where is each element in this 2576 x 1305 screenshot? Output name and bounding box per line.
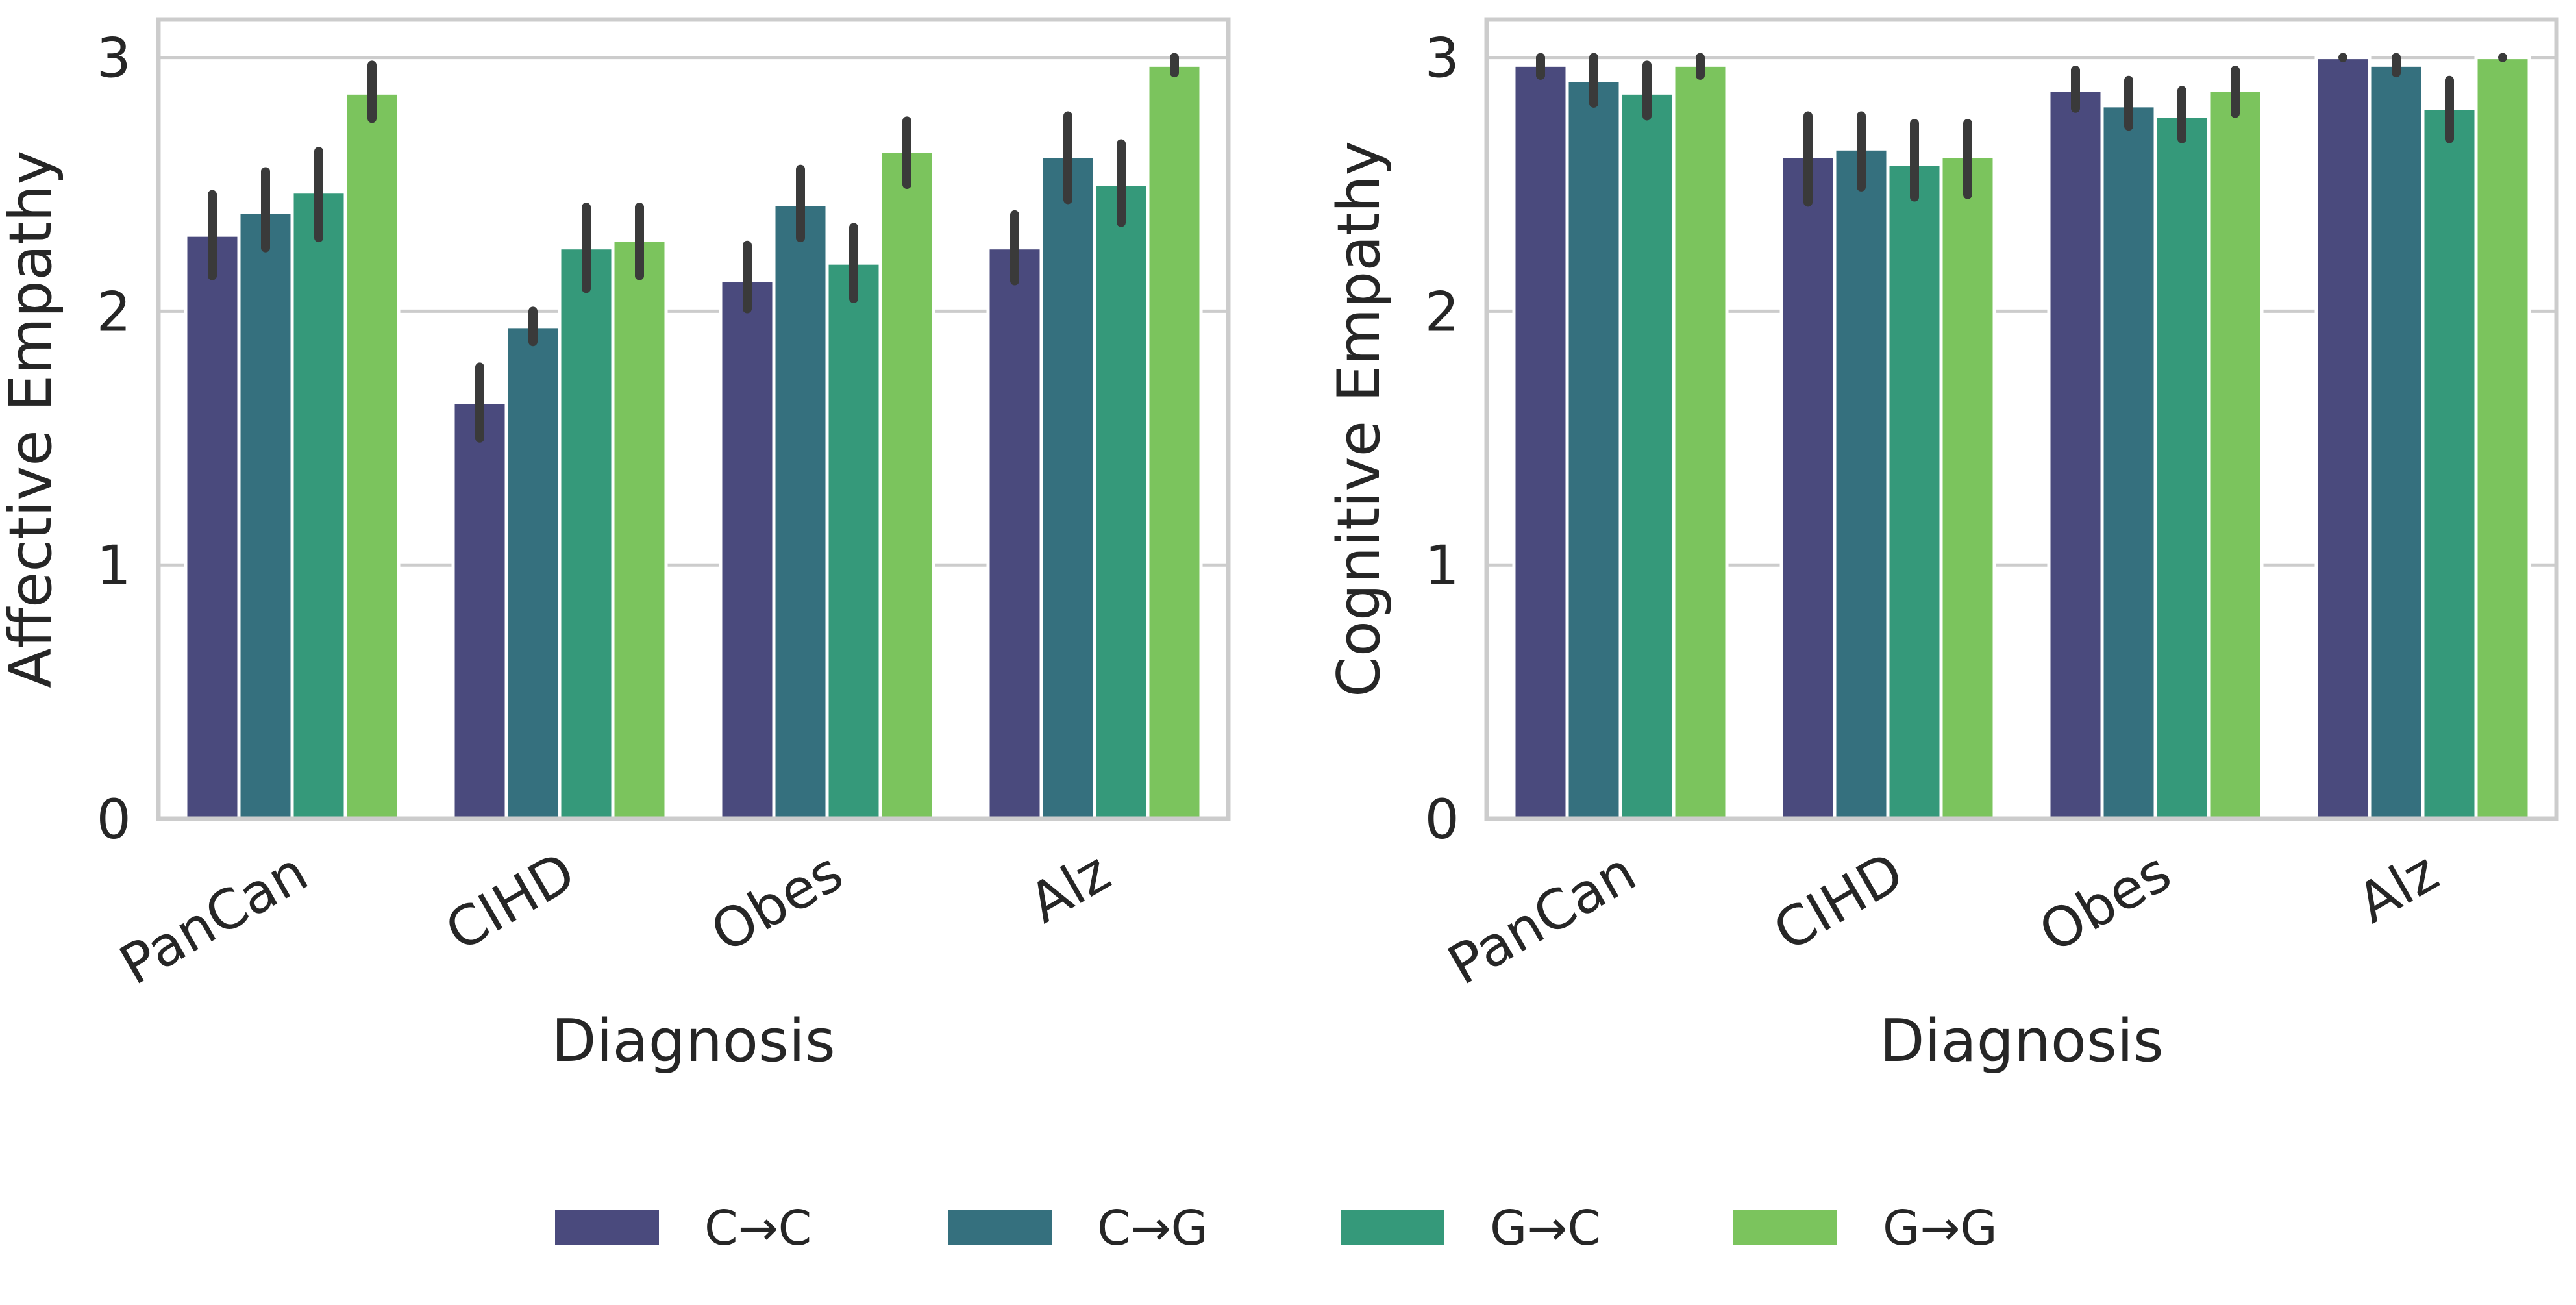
bar-cihd-2 <box>504 325 562 821</box>
legend-label: C→C <box>704 1200 811 1256</box>
x-axis-label: Diagnosis <box>1879 1007 2163 1075</box>
axes-frame <box>156 17 1231 821</box>
affective-empathy-panel: 0 1 2 3 PanCan CIHD Obes Alz Diagnosis Affective … <box>0 17 1231 1075</box>
legend-swatch <box>1733 1210 1837 1245</box>
bar-obes-4 <box>878 149 935 821</box>
cognitive-empathy-panel: 0 1 2 3 PanCan CIHD Obes Alz Diagnosis Cognitive … <box>1325 17 2559 1075</box>
bar-pancan-2 <box>237 210 294 821</box>
bar-cihd-3 <box>558 246 615 821</box>
legend-swatch <box>948 1210 1052 1245</box>
bar-obes-1 <box>2047 88 2104 821</box>
bar-pancan-3 <box>290 190 347 821</box>
y-tick-label: 1 <box>1425 534 1459 597</box>
bar-obes-1 <box>719 279 776 821</box>
y-tick-label: 3 <box>97 27 131 90</box>
x-tick-label: Alz <box>2347 839 2449 935</box>
y-tick-label: 2 <box>97 280 131 343</box>
x-tick-label: CIHD <box>1763 839 1914 963</box>
bar-pancan-2 <box>1565 79 1622 821</box>
legend-label: G→C <box>1490 1200 1601 1256</box>
bar-obes-4 <box>2207 88 2264 821</box>
y-tick-label: 0 <box>97 788 131 851</box>
bar-cihd-4 <box>1939 155 1996 821</box>
y-axis-label: Affective Empathy <box>0 150 65 688</box>
bar-pancan-4 <box>343 91 401 821</box>
legend-swatch <box>1341 1210 1444 1245</box>
y-tick-label: 2 <box>1425 280 1459 343</box>
bar-pancan-3 <box>1618 91 1676 821</box>
x-tick-label: Alz <box>1019 839 1121 935</box>
bar-pancan-4 <box>1672 63 1729 821</box>
y-tick-label: 1 <box>97 534 131 597</box>
bar-cihd-1 <box>451 401 508 821</box>
bar-obes-3 <box>825 261 882 821</box>
bar-cihd-2 <box>1833 147 1890 821</box>
bar-pancan-1 <box>184 233 241 821</box>
legend: C→C C→G G→C G→G <box>555 1200 1998 1256</box>
x-tick-label: Obes <box>700 839 853 964</box>
x-tick-label: Obes <box>2029 839 2181 964</box>
legend-label: C→G <box>1097 1200 1208 1256</box>
bar-cihd-4 <box>611 238 668 821</box>
x-tick-label: CIHD <box>435 839 586 963</box>
y-tick-label: 0 <box>1425 788 1459 851</box>
bar-alz-1 <box>986 246 1043 821</box>
legend-label: G→G <box>1883 1200 1998 1256</box>
x-axis-label: Diagnosis <box>551 1007 835 1075</box>
bar-obes-3 <box>2153 114 2211 821</box>
bar-alz-2 <box>1039 155 1096 821</box>
y-tick-label: 3 <box>1425 27 1459 90</box>
bar-pancan-1 <box>1512 63 1569 821</box>
bar-alz-4 <box>1146 63 1203 821</box>
x-tick-label: PanCan <box>109 839 318 997</box>
bar-obes-2 <box>772 203 829 821</box>
bar-obes-2 <box>2100 104 2157 821</box>
bar-alz-2 <box>2368 63 2425 821</box>
axes-frame <box>1484 17 2559 821</box>
y-axis-label: Cognitive Empathy <box>1325 141 1393 697</box>
x-tick-label: PanCan <box>1437 839 1646 997</box>
bar-alz-4 <box>2474 56 2531 821</box>
bar-cihd-1 <box>1779 155 1837 821</box>
bar-alz-1 <box>2314 56 2372 821</box>
bar-alz-3 <box>2421 106 2478 821</box>
legend-swatch <box>555 1210 659 1245</box>
bar-alz-3 <box>1093 182 1150 821</box>
bar-cihd-3 <box>1886 162 1943 821</box>
